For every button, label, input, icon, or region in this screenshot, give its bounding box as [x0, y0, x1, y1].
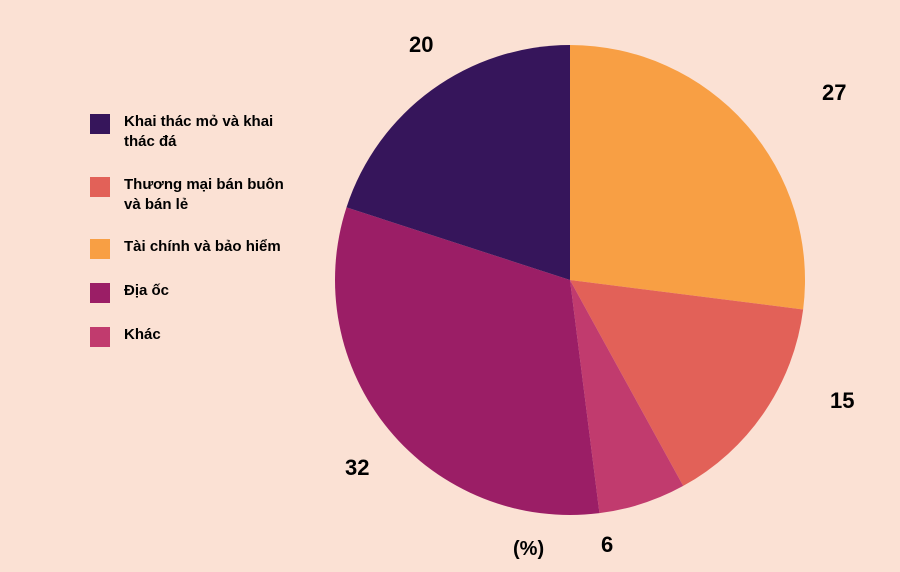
legend-label: Khác: [124, 325, 161, 345]
pie-value-label: 27: [822, 80, 846, 106]
legend: Khai thác mỏ và khai thác đá Thương mại b…: [90, 112, 294, 369]
legend-label: Thương mại bán buôn và bán lẻ: [124, 175, 294, 216]
legend-swatch: [90, 327, 110, 347]
legend-label: Địa ốc: [124, 281, 169, 301]
legend-label: Tài chính và bảo hiểm: [124, 237, 281, 257]
legend-swatch: [90, 114, 110, 134]
legend-item: Thương mại bán buôn và bán lẻ: [90, 175, 294, 216]
legend-item: Khai thác mỏ và khai thác đá: [90, 112, 294, 153]
legend-swatch: [90, 239, 110, 259]
legend-swatch: [90, 283, 110, 303]
legend-label: Khai thác mỏ và khai thác đá: [124, 112, 294, 153]
legend-swatch: [90, 177, 110, 197]
legend-item: Địa ốc: [90, 281, 294, 303]
legend-item: Khác: [90, 325, 294, 347]
pie-value-label: 15: [830, 388, 854, 414]
pie-slice: [570, 45, 805, 309]
pie-value-label: 32: [345, 455, 369, 481]
chart-stage: Khai thác mỏ và khai thác đá Thương mại b…: [0, 0, 900, 572]
legend-item: Tài chính và bảo hiểm: [90, 237, 294, 259]
unit-label: (%): [513, 538, 544, 561]
pie-value-label: 6: [601, 532, 613, 558]
pie-value-label: 20: [409, 32, 433, 58]
